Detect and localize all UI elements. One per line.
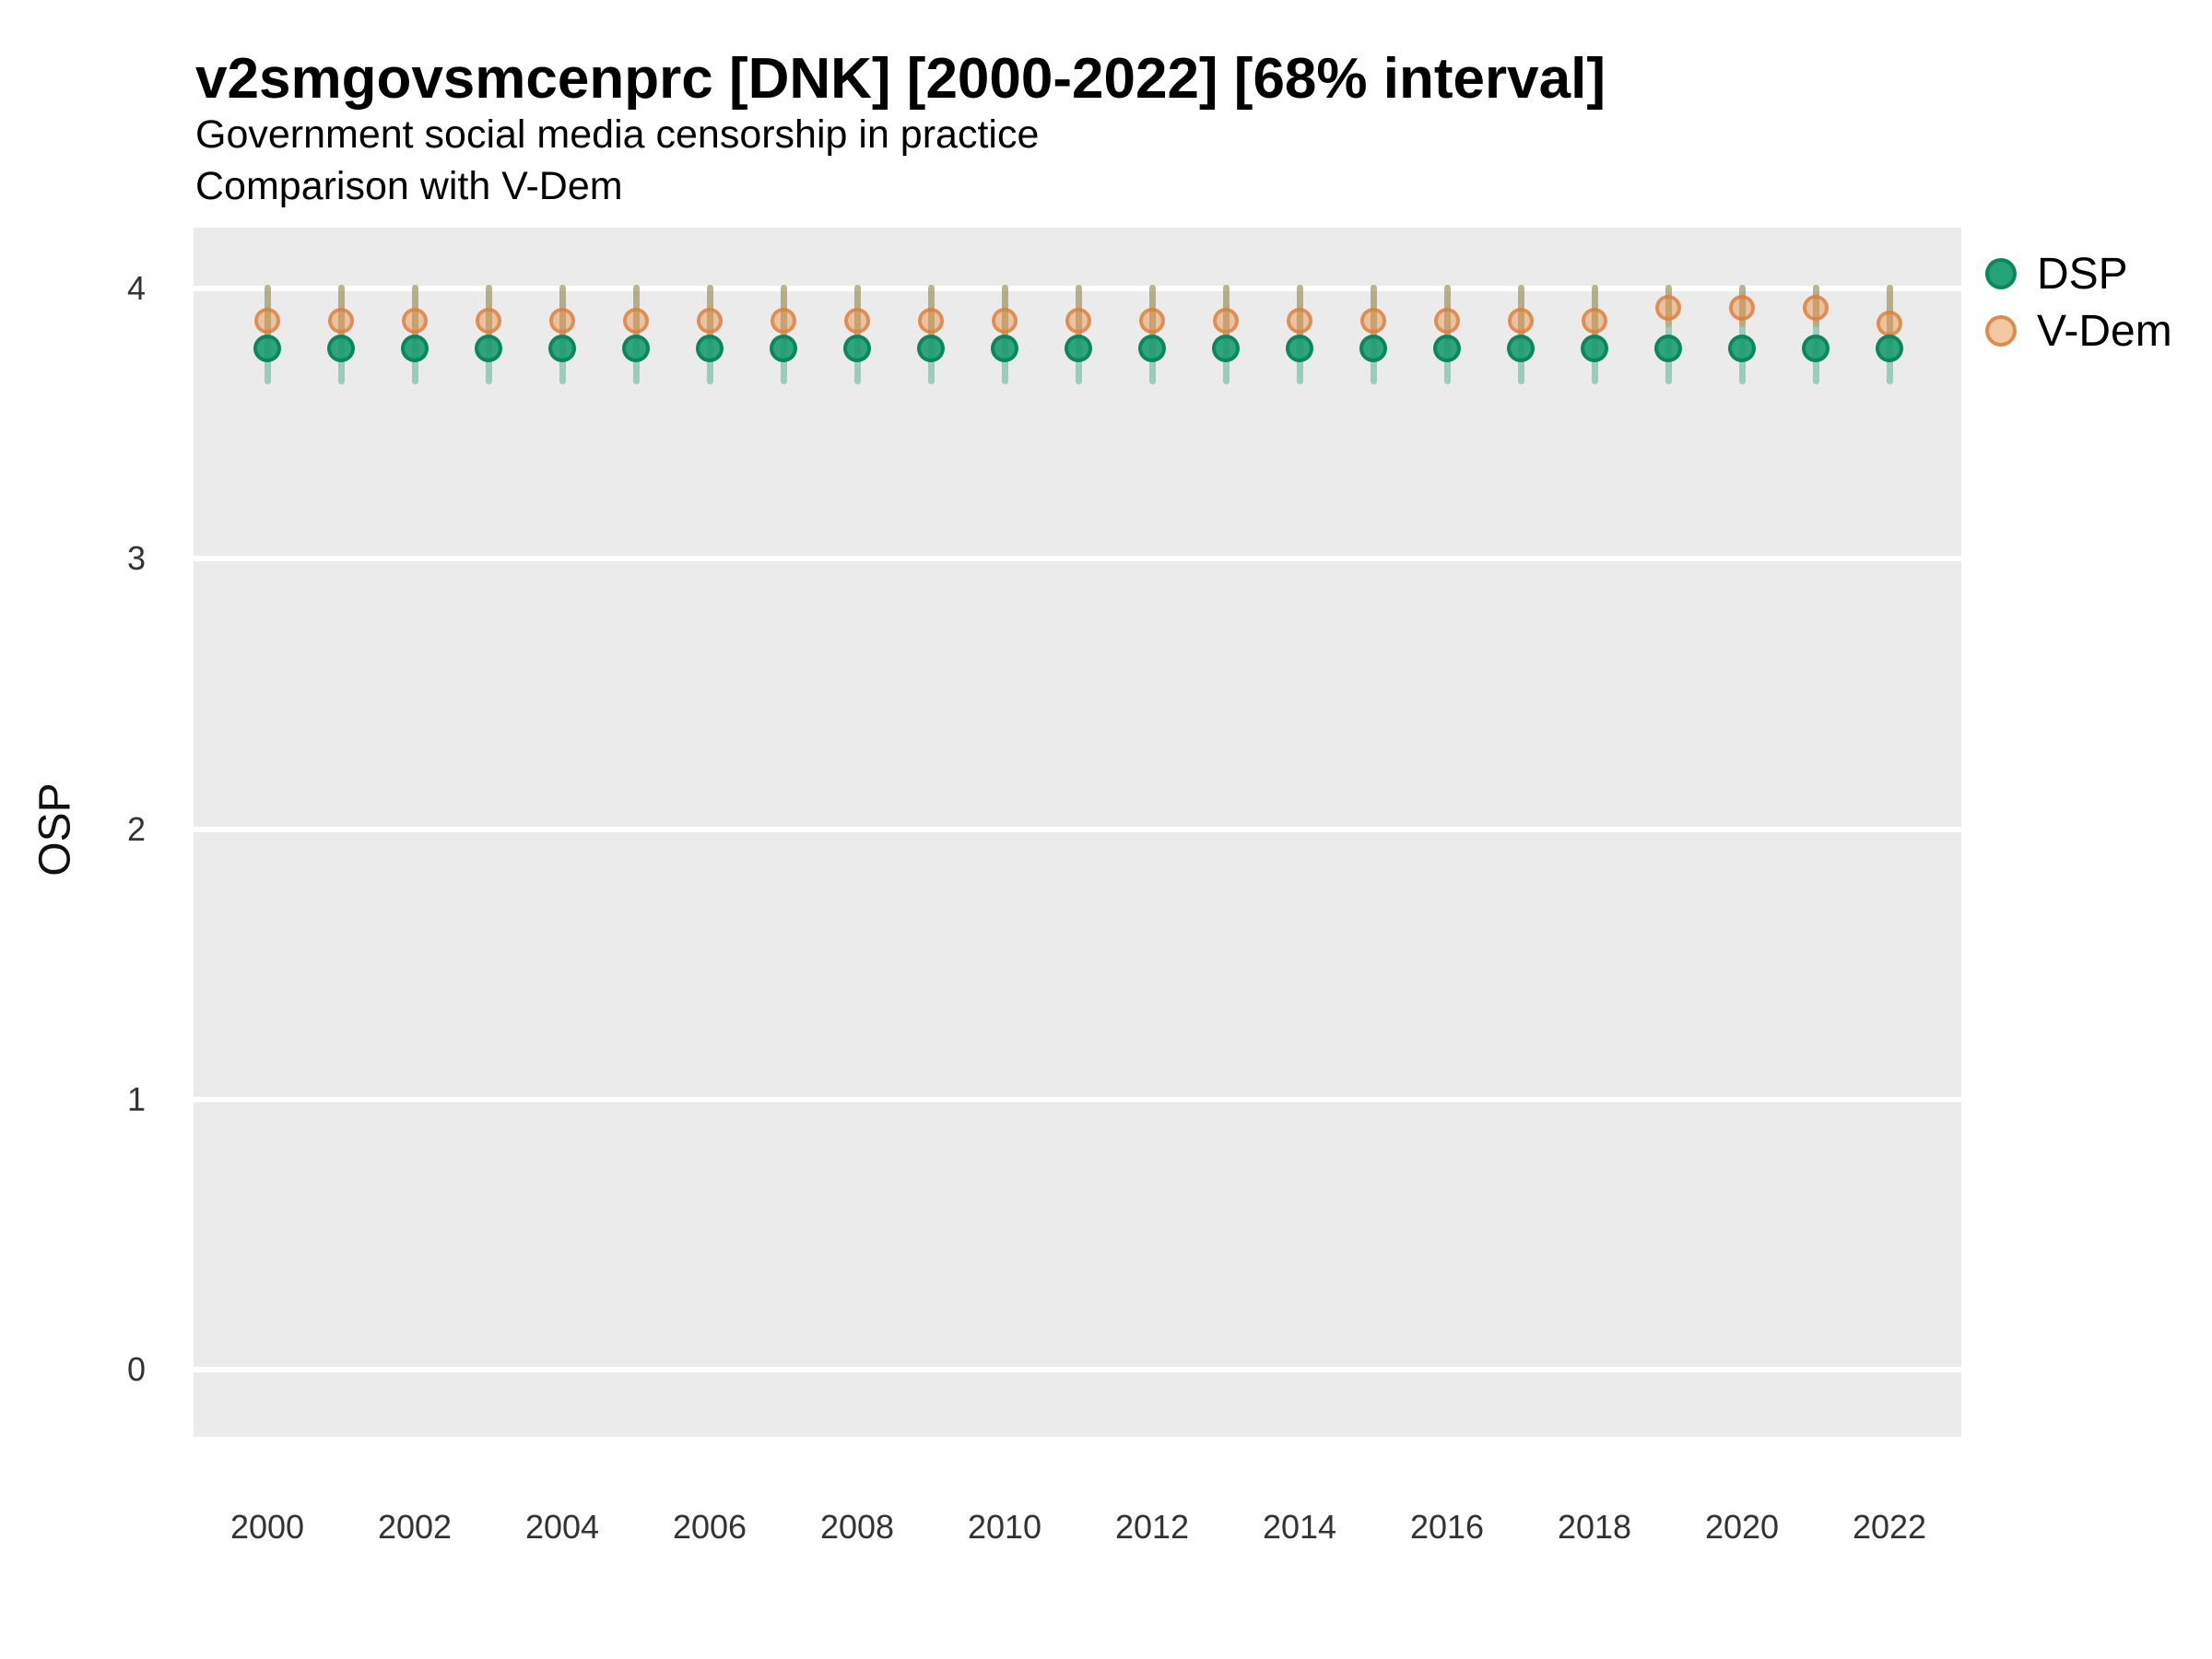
chart-subtitle-line2: Comparison with V-Dem: [195, 164, 623, 208]
x-tick-label: 2004: [524, 1508, 600, 1546]
gridline-y-2: [194, 826, 1961, 832]
vdem-point: [1729, 294, 1755, 321]
dsp-point: [1802, 334, 1830, 362]
x-tick-label: 2022: [1852, 1508, 1927, 1546]
dsp-point: [401, 334, 429, 362]
x-tick-label: 2008: [819, 1508, 895, 1546]
legend-label-vdem: V-Dem: [2037, 306, 2172, 356]
plot-panel: [194, 228, 1961, 1437]
dsp-point: [1138, 334, 1166, 362]
x-tick-label: 2016: [1409, 1508, 1485, 1546]
dsp-point: [622, 334, 650, 362]
legend-item-dsp: DSP: [1985, 245, 2172, 302]
dsp-point: [1065, 334, 1092, 362]
vdem-point: [844, 308, 870, 335]
vdem-point: [1803, 294, 1829, 321]
vdem-point: [476, 308, 501, 335]
dsp-point: [917, 334, 945, 362]
vdem-point: [1065, 308, 1091, 335]
x-tick-label: 2000: [229, 1508, 305, 1546]
vdem-point: [549, 308, 575, 335]
gridline-y-1: [194, 1096, 1961, 1102]
dsp-point: [696, 334, 724, 362]
dsp-point: [1433, 334, 1461, 362]
y-tick-label: 3: [126, 539, 146, 578]
y-tick-label: 2: [126, 809, 146, 848]
dsp-point: [253, 334, 281, 362]
chart-subtitle: Government social media censorship in pr…: [195, 109, 1039, 212]
dsp-point: [548, 334, 576, 362]
dsp-point: [1581, 334, 1608, 362]
vdem-point: [1360, 308, 1386, 335]
dsp-point: [1654, 334, 1682, 362]
x-tick-label: 2014: [1262, 1508, 1337, 1546]
vdem-point: [1655, 294, 1681, 321]
dsp-point: [327, 334, 355, 362]
chart-title: v2smgovsmcenprc [DNK] [2000-2022] [68% i…: [195, 47, 1606, 111]
vdem-point: [1877, 311, 1902, 337]
dsp-point: [1876, 334, 1903, 362]
dsp-point: [843, 334, 871, 362]
dsp-legend-dot-icon: [1985, 258, 2017, 289]
chart-subtitle-line1: Government social media censorship in pr…: [195, 112, 1040, 157]
dsp-point: [475, 334, 502, 362]
dsp-point: [1507, 334, 1535, 362]
x-tick-label: 2012: [1114, 1508, 1190, 1546]
vdem-point: [918, 308, 944, 335]
dsp-point: [991, 334, 1018, 362]
gridline-y-3: [194, 556, 1961, 562]
vdem-point: [1434, 308, 1460, 335]
vdem-point: [1139, 308, 1165, 335]
dsp-point: [1212, 334, 1240, 362]
vdem-point: [1582, 308, 1607, 335]
dsp-point: [770, 334, 797, 362]
y-tick-label: 1: [126, 1079, 146, 1118]
vdem-point: [992, 308, 1018, 335]
legend-item-vdem: V-Dem: [1985, 302, 2172, 359]
gridline-y-4: [194, 286, 1961, 291]
dsp-point: [1286, 334, 1313, 362]
x-tick-label: 2020: [1704, 1508, 1780, 1546]
legend-label-dsp: DSP: [2037, 249, 2128, 299]
gridline-y-0: [194, 1367, 1961, 1372]
vdem-point: [771, 308, 796, 335]
x-tick-label: 2018: [1557, 1508, 1632, 1546]
dsp-point: [1359, 334, 1387, 362]
vdem-point: [1287, 308, 1312, 335]
vdem-point: [623, 308, 649, 335]
vdem-point: [328, 308, 354, 335]
legend: DSP V-Dem: [1985, 245, 2172, 359]
dsp-point: [1728, 334, 1756, 362]
vdem-legend-dot-icon: [1985, 315, 2017, 347]
vdem-point: [697, 308, 723, 335]
vdem-point: [254, 308, 280, 335]
x-tick-label: 2006: [672, 1508, 747, 1546]
x-tick-label: 2002: [377, 1508, 453, 1546]
y-tick-label: 4: [126, 269, 146, 307]
vdem-point: [1213, 308, 1239, 335]
vdem-point: [402, 308, 428, 335]
x-tick-label: 2010: [967, 1508, 1042, 1546]
vdem-point: [1508, 308, 1534, 335]
y-tick-label: 0: [126, 1350, 146, 1388]
